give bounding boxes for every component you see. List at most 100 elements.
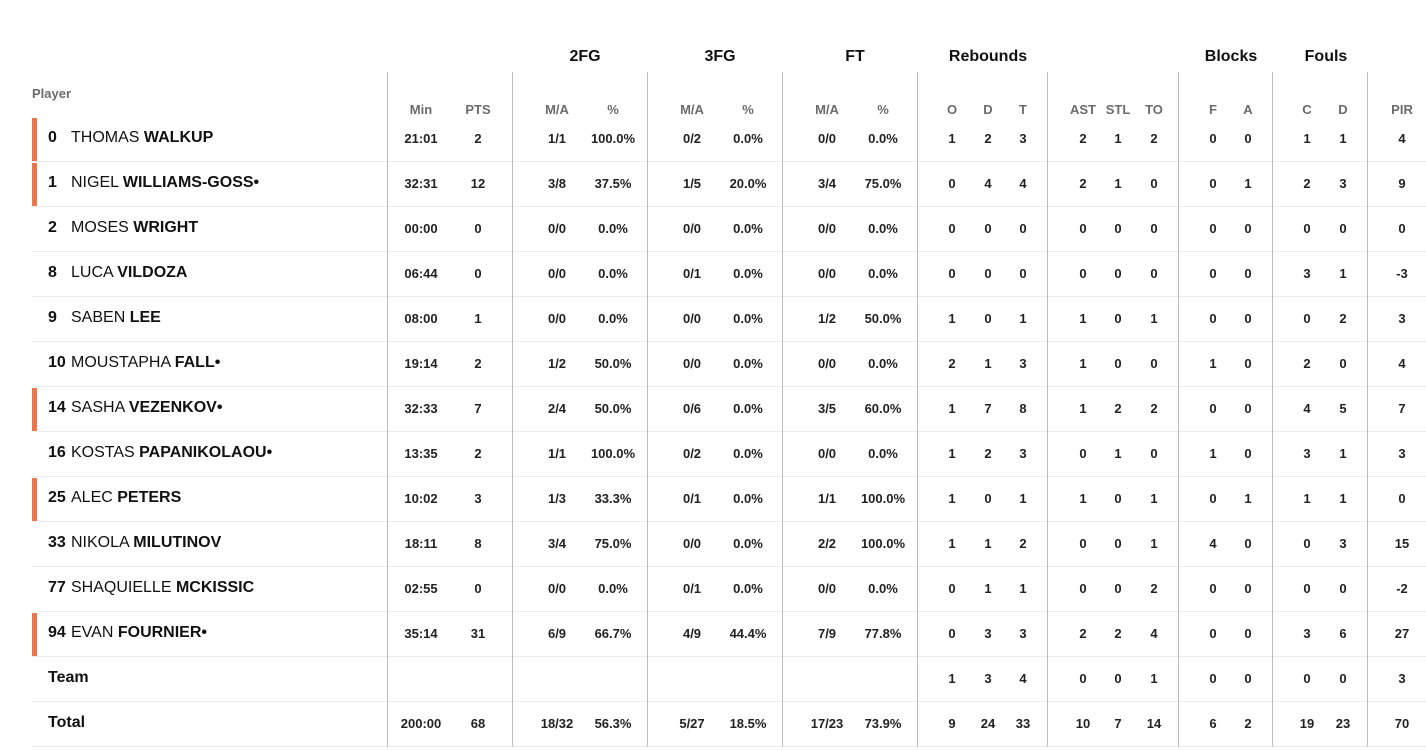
player-number: 14 <box>48 399 66 416</box>
stat-to: 1 <box>1150 311 1158 326</box>
stat-fg3: 5/27 <box>679 716 705 731</box>
column-header-min[interactable]: Min <box>409 102 433 117</box>
stat-fd: 3 <box>1339 536 1347 551</box>
stat-fg3p: 0.0% <box>733 536 763 551</box>
column-header-fc[interactable]: C <box>1302 102 1312 117</box>
stat-ftp: 0.0% <box>868 356 898 371</box>
stat-fg2: 6/9 <box>547 626 567 641</box>
column-header-stl[interactable]: STL <box>1105 102 1131 117</box>
stat-ast: 1 <box>1079 356 1087 371</box>
player-name-link[interactable]: KOSTAS PAPANIKOLAOU• <box>71 444 272 462</box>
player-name-link[interactable]: SHAQUIELLE MCKISSIC <box>71 579 254 597</box>
player-first-name: NIGEL <box>71 174 119 191</box>
player-mark: • <box>253 174 260 191</box>
team-row-label: Team <box>48 669 89 686</box>
stat-fg2p: 56.3% <box>594 716 632 731</box>
starter-indicator <box>32 478 37 521</box>
stat-bf: 0 <box>1209 311 1217 326</box>
stat-d: 0 <box>984 491 992 506</box>
player-name-link[interactable]: NIGEL WILLIAMS-GOSS• <box>71 174 259 192</box>
player-name-link[interactable]: SABEN LEE <box>71 309 161 327</box>
stat-min: 35:14 <box>404 626 438 641</box>
stat-min: 21:01 <box>404 131 438 146</box>
column-header-fd[interactable]: D <box>1338 102 1348 117</box>
stat-bf: 1 <box>1209 356 1217 371</box>
player-name-link[interactable]: LUCA VILDOZA <box>71 264 187 282</box>
column-header-fg2p[interactable]: % <box>607 102 619 117</box>
stat-fg2p: 100.0% <box>590 446 636 461</box>
player-last-name: MCKISSIC <box>175 579 255 596</box>
stat-min: 00:00 <box>404 221 438 236</box>
stat-fg2p: 37.5% <box>594 176 632 191</box>
player-name-link[interactable]: EVAN FOURNIER• <box>71 624 207 642</box>
column-divider <box>512 72 513 747</box>
stat-pir: -3 <box>1396 266 1408 281</box>
stat-fc: 3 <box>1303 266 1311 281</box>
column-header-pir[interactable]: PIR <box>1391 102 1413 117</box>
stat-ba: 2 <box>1244 716 1252 731</box>
column-header-ft[interactable]: M/A <box>815 102 839 117</box>
player-row: 77 SHAQUIELLE MCKISSIC 02:55 0 0/0 0.0% 0/1 0.0… <box>0 567 1426 612</box>
stat-fc: 1 <box>1303 491 1311 506</box>
stat-d: 0 <box>984 311 992 326</box>
player-number: 10 <box>48 354 66 371</box>
column-header-d[interactable]: D <box>983 102 993 117</box>
column-header-ast[interactable]: AST <box>1070 102 1096 117</box>
player-row: 9 SABEN LEE 08:00 1 0/0 0.0% 0/0 0.0% 1/2 50.0% 1 0… <box>0 297 1426 342</box>
stat-fg2: 18/32 <box>540 716 574 731</box>
column-header-to[interactable]: TO <box>1145 102 1163 117</box>
stat-fg2p: 0.0% <box>598 311 628 326</box>
player-name-link[interactable]: THOMAS WALKUP <box>71 129 213 147</box>
stat-d: 4 <box>984 176 992 191</box>
stat-ftp: 75.0% <box>864 176 902 191</box>
row-separator <box>32 656 1426 657</box>
stat-min: 18:11 <box>404 536 438 551</box>
stat-ftp: 50.0% <box>864 311 902 326</box>
stat-ba: 0 <box>1244 536 1252 551</box>
stat-fc: 3 <box>1303 626 1311 641</box>
stat-stl: 1 <box>1114 176 1122 191</box>
column-header-ftp[interactable]: % <box>877 102 889 117</box>
column-header-fg3p[interactable]: % <box>742 102 754 117</box>
stat-bf: 1 <box>1209 446 1217 461</box>
player-name-link[interactable]: SASHA VEZENKOV• <box>71 399 222 417</box>
player-last-name: WALKUP <box>143 129 214 146</box>
stat-bf: 0 <box>1209 626 1217 641</box>
player-name-link[interactable]: MOUSTAPHA FALL• <box>71 354 220 372</box>
stat-d: 0 <box>984 266 992 281</box>
player-name-link[interactable]: NIKOLA MILUTINOV <box>71 534 221 552</box>
stat-pts: 7 <box>474 401 482 416</box>
stat-to: 1 <box>1150 671 1158 686</box>
player-number: 77 <box>48 579 66 596</box>
player-name-link[interactable]: MOSES WRIGHT <box>71 219 198 237</box>
player-first-name: THOMAS <box>71 129 140 146</box>
column-header-fg2[interactable]: M/A <box>545 102 569 117</box>
stat-ftp: 0.0% <box>868 446 898 461</box>
player-name-link[interactable]: ALEC PETERS <box>71 489 181 507</box>
stat-pts: 2 <box>474 356 482 371</box>
stat-fg2p: 0.0% <box>598 221 628 236</box>
stat-d: 3 <box>984 626 992 641</box>
stat-t: 3 <box>1019 131 1027 146</box>
stat-o: 1 <box>948 671 956 686</box>
stat-fg3: 0/2 <box>682 131 702 146</box>
player-last-name: VEZENKOV <box>128 399 217 416</box>
stat-to: 1 <box>1150 536 1158 551</box>
stat-ast: 0 <box>1079 581 1087 596</box>
stat-fd: 1 <box>1339 266 1347 281</box>
stat-ast: 2 <box>1079 131 1087 146</box>
column-header-bf[interactable]: F <box>1209 102 1217 117</box>
stat-ast: 10 <box>1075 716 1091 731</box>
group-header-ft: FT <box>845 48 865 65</box>
column-header-t[interactable]: T <box>1019 102 1027 117</box>
stat-o: 1 <box>948 446 956 461</box>
player-first-name: SABEN <box>71 309 126 326</box>
column-header-ba[interactable]: A <box>1243 102 1253 117</box>
column-header-o[interactable]: O <box>946 102 958 117</box>
stat-stl: 1 <box>1114 446 1122 461</box>
column-header-pts[interactable]: PTS <box>465 102 491 117</box>
stat-t: 0 <box>1019 221 1027 236</box>
stat-fd: 1 <box>1339 446 1347 461</box>
column-header-fg3[interactable]: M/A <box>680 102 704 117</box>
stat-stl: 0 <box>1114 581 1122 596</box>
